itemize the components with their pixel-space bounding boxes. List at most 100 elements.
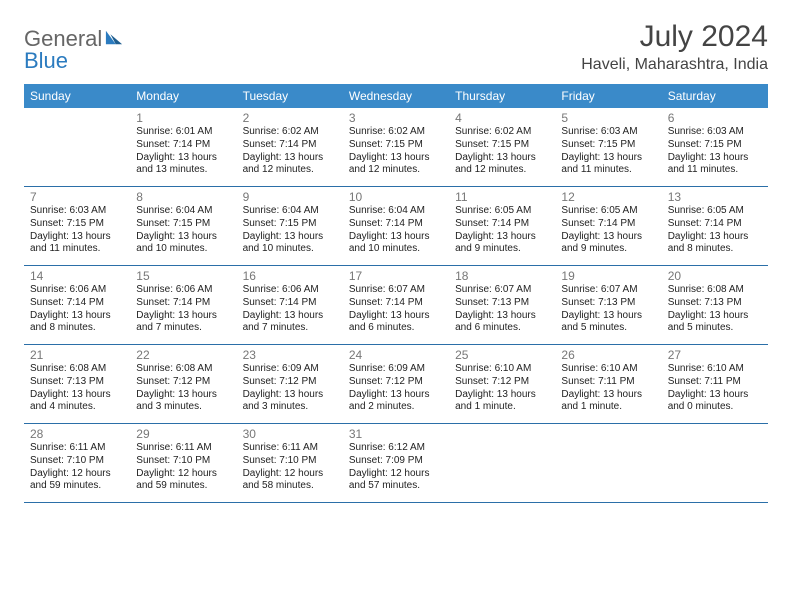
week-row: 21Sunrise: 6:08 AMSunset: 7:13 PMDayligh…	[24, 345, 768, 424]
day-info: Sunrise: 6:08 AMSunset: 7:13 PMDaylight:…	[30, 363, 124, 414]
day-cell: 22Sunrise: 6:08 AMSunset: 7:12 PMDayligh…	[130, 345, 236, 423]
day-cell: 20Sunrise: 6:08 AMSunset: 7:13 PMDayligh…	[662, 266, 768, 344]
day-cell: 10Sunrise: 6:04 AMSunset: 7:14 PMDayligh…	[343, 187, 449, 265]
day-cell: 2Sunrise: 6:02 AMSunset: 7:14 PMDaylight…	[237, 108, 343, 186]
day-number: 21	[30, 348, 124, 362]
day-cell: 1Sunrise: 6:01 AMSunset: 7:14 PMDaylight…	[130, 108, 236, 186]
day-info: Sunrise: 6:08 AMSunset: 7:12 PMDaylight:…	[136, 363, 230, 414]
day-info: Sunrise: 6:11 AMSunset: 7:10 PMDaylight:…	[243, 442, 337, 493]
day-info: Sunrise: 6:04 AMSunset: 7:14 PMDaylight:…	[349, 205, 443, 256]
day-cell: 12Sunrise: 6:05 AMSunset: 7:14 PMDayligh…	[555, 187, 661, 265]
header: GeneralBlue July 2024 Haveli, Maharashtr…	[24, 20, 768, 74]
day-cell: 11Sunrise: 6:05 AMSunset: 7:14 PMDayligh…	[449, 187, 555, 265]
day-cell: 28Sunrise: 6:11 AMSunset: 7:10 PMDayligh…	[24, 424, 130, 502]
day-info: Sunrise: 6:10 AMSunset: 7:11 PMDaylight:…	[561, 363, 655, 414]
day-info: Sunrise: 6:02 AMSunset: 7:15 PMDaylight:…	[349, 126, 443, 177]
dayhead-wed: Wednesday	[343, 84, 449, 108]
day-info: Sunrise: 6:12 AMSunset: 7:09 PMDaylight:…	[349, 442, 443, 493]
day-info: Sunrise: 6:10 AMSunset: 7:11 PMDaylight:…	[668, 363, 762, 414]
day-info: Sunrise: 6:04 AMSunset: 7:15 PMDaylight:…	[136, 205, 230, 256]
day-info: Sunrise: 6:08 AMSunset: 7:13 PMDaylight:…	[668, 284, 762, 335]
day-cell: 4Sunrise: 6:02 AMSunset: 7:15 PMDaylight…	[449, 108, 555, 186]
location: Haveli, Maharashtra, India	[581, 56, 768, 74]
day-cell: 31Sunrise: 6:12 AMSunset: 7:09 PMDayligh…	[343, 424, 449, 502]
dayhead-thu: Thursday	[449, 84, 555, 108]
day-info: Sunrise: 6:10 AMSunset: 7:12 PMDaylight:…	[455, 363, 549, 414]
day-info: Sunrise: 6:03 AMSunset: 7:15 PMDaylight:…	[668, 126, 762, 177]
dayhead-fri: Friday	[555, 84, 661, 108]
day-cell: 15Sunrise: 6:06 AMSunset: 7:14 PMDayligh…	[130, 266, 236, 344]
day-cell: 23Sunrise: 6:09 AMSunset: 7:12 PMDayligh…	[237, 345, 343, 423]
day-number: 30	[243, 427, 337, 441]
day-cell: 21Sunrise: 6:08 AMSunset: 7:13 PMDayligh…	[24, 345, 130, 423]
day-info: Sunrise: 6:02 AMSunset: 7:15 PMDaylight:…	[455, 126, 549, 177]
day-info: Sunrise: 6:09 AMSunset: 7:12 PMDaylight:…	[349, 363, 443, 414]
day-info: Sunrise: 6:01 AMSunset: 7:14 PMDaylight:…	[136, 126, 230, 177]
day-number: 6	[668, 111, 762, 125]
day-number: 14	[30, 269, 124, 283]
day-number: 16	[243, 269, 337, 283]
day-number: 25	[455, 348, 549, 362]
day-number: 23	[243, 348, 337, 362]
day-info: Sunrise: 6:11 AMSunset: 7:10 PMDaylight:…	[136, 442, 230, 493]
day-cell: 3Sunrise: 6:02 AMSunset: 7:15 PMDaylight…	[343, 108, 449, 186]
day-number: 4	[455, 111, 549, 125]
week-row: 1Sunrise: 6:01 AMSunset: 7:14 PMDaylight…	[24, 108, 768, 187]
day-info: Sunrise: 6:03 AMSunset: 7:15 PMDaylight:…	[30, 205, 124, 256]
day-header-row: Sunday Monday Tuesday Wednesday Thursday…	[24, 84, 768, 108]
day-info: Sunrise: 6:05 AMSunset: 7:14 PMDaylight:…	[668, 205, 762, 256]
day-cell: 24Sunrise: 6:09 AMSunset: 7:12 PMDayligh…	[343, 345, 449, 423]
day-cell: 19Sunrise: 6:07 AMSunset: 7:13 PMDayligh…	[555, 266, 661, 344]
day-cell: 30Sunrise: 6:11 AMSunset: 7:10 PMDayligh…	[237, 424, 343, 502]
day-number: 27	[668, 348, 762, 362]
day-number: 8	[136, 190, 230, 204]
day-cell: 16Sunrise: 6:06 AMSunset: 7:14 PMDayligh…	[237, 266, 343, 344]
day-number: 28	[30, 427, 124, 441]
day-info: Sunrise: 6:05 AMSunset: 7:14 PMDaylight:…	[455, 205, 549, 256]
day-cell: 29Sunrise: 6:11 AMSunset: 7:10 PMDayligh…	[130, 424, 236, 502]
day-info: Sunrise: 6:02 AMSunset: 7:14 PMDaylight:…	[243, 126, 337, 177]
day-number: 15	[136, 269, 230, 283]
dayhead-tue: Tuesday	[237, 84, 343, 108]
day-info: Sunrise: 6:06 AMSunset: 7:14 PMDaylight:…	[243, 284, 337, 335]
day-cell: 25Sunrise: 6:10 AMSunset: 7:12 PMDayligh…	[449, 345, 555, 423]
day-number: 5	[561, 111, 655, 125]
day-cell: 8Sunrise: 6:04 AMSunset: 7:15 PMDaylight…	[130, 187, 236, 265]
day-info: Sunrise: 6:06 AMSunset: 7:14 PMDaylight:…	[136, 284, 230, 335]
week-row: 14Sunrise: 6:06 AMSunset: 7:14 PMDayligh…	[24, 266, 768, 345]
day-info: Sunrise: 6:11 AMSunset: 7:10 PMDaylight:…	[30, 442, 124, 493]
day-info: Sunrise: 6:07 AMSunset: 7:13 PMDaylight:…	[561, 284, 655, 335]
dayhead-sat: Saturday	[662, 84, 768, 108]
day-cell	[662, 424, 768, 502]
day-cell: 27Sunrise: 6:10 AMSunset: 7:11 PMDayligh…	[662, 345, 768, 423]
dayhead-mon: Monday	[130, 84, 236, 108]
day-cell: 6Sunrise: 6:03 AMSunset: 7:15 PMDaylight…	[662, 108, 768, 186]
day-info: Sunrise: 6:03 AMSunset: 7:15 PMDaylight:…	[561, 126, 655, 177]
day-cell: 14Sunrise: 6:06 AMSunset: 7:14 PMDayligh…	[24, 266, 130, 344]
day-number: 11	[455, 190, 549, 204]
dayhead-sun: Sunday	[24, 84, 130, 108]
day-number: 2	[243, 111, 337, 125]
day-info: Sunrise: 6:07 AMSunset: 7:13 PMDaylight:…	[455, 284, 549, 335]
day-number: 13	[668, 190, 762, 204]
day-number: 26	[561, 348, 655, 362]
day-cell	[24, 108, 130, 186]
day-number: 20	[668, 269, 762, 283]
day-number: 22	[136, 348, 230, 362]
week-row: 28Sunrise: 6:11 AMSunset: 7:10 PMDayligh…	[24, 424, 768, 503]
sail-icon	[104, 26, 124, 52]
logo: GeneralBlue	[24, 20, 124, 74]
weeks-container: 1Sunrise: 6:01 AMSunset: 7:14 PMDaylight…	[24, 108, 768, 503]
day-info: Sunrise: 6:09 AMSunset: 7:12 PMDaylight:…	[243, 363, 337, 414]
day-number: 12	[561, 190, 655, 204]
day-cell: 13Sunrise: 6:05 AMSunset: 7:14 PMDayligh…	[662, 187, 768, 265]
day-number: 29	[136, 427, 230, 441]
day-number: 10	[349, 190, 443, 204]
day-number: 18	[455, 269, 549, 283]
day-cell: 7Sunrise: 6:03 AMSunset: 7:15 PMDaylight…	[24, 187, 130, 265]
day-number: 1	[136, 111, 230, 125]
day-number: 3	[349, 111, 443, 125]
day-info: Sunrise: 6:06 AMSunset: 7:14 PMDaylight:…	[30, 284, 124, 335]
day-cell: 9Sunrise: 6:04 AMSunset: 7:15 PMDaylight…	[237, 187, 343, 265]
day-number: 7	[30, 190, 124, 204]
